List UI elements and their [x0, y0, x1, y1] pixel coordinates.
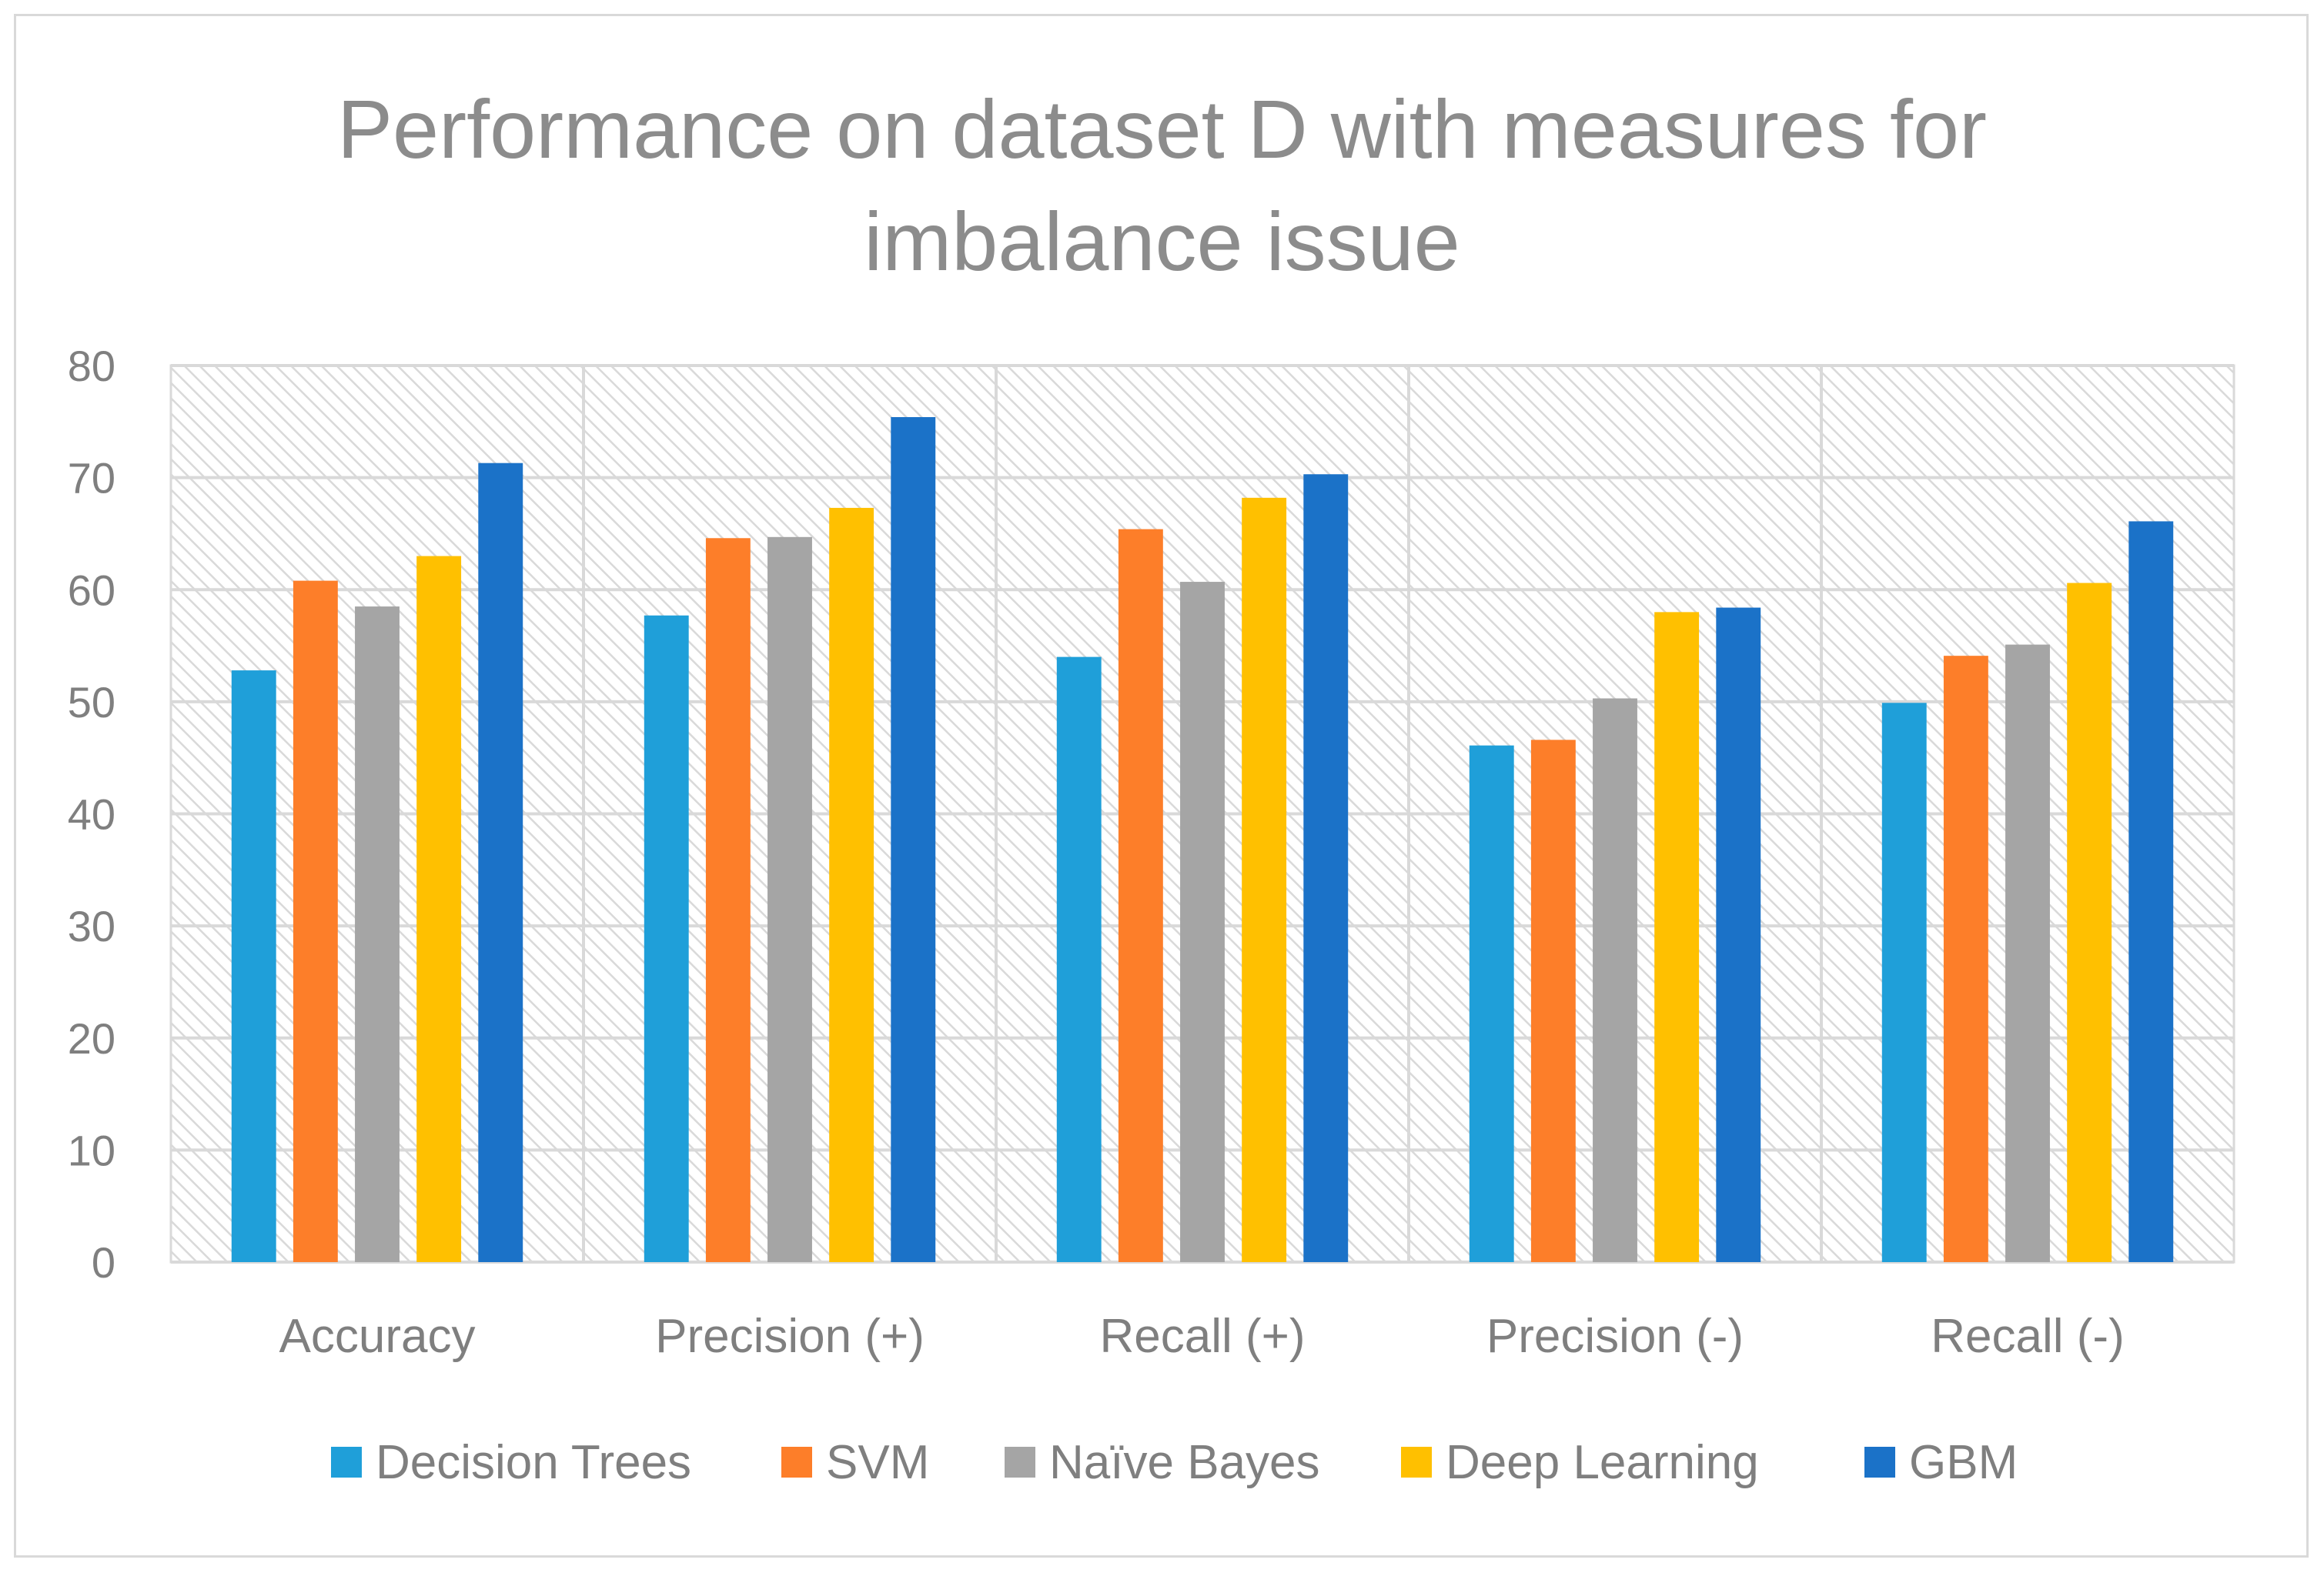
- x-category-label: Recall (+): [1099, 1310, 1305, 1363]
- y-tick-label: 60: [68, 566, 115, 614]
- bar: [1242, 497, 1287, 1262]
- x-axis-labels: Accuracy Precision (+) Recall (+) Precision…: [279, 1310, 2125, 1363]
- bar: [231, 670, 276, 1262]
- bar: [767, 536, 812, 1262]
- x-category-label: Precision (+): [655, 1310, 925, 1363]
- bar: [1118, 529, 1163, 1262]
- legend-swatch: [1401, 1447, 1432, 1478]
- bar: [1654, 612, 1700, 1262]
- bar: [705, 538, 751, 1262]
- legend-swatch: [781, 1447, 812, 1478]
- bar: [644, 615, 689, 1262]
- legend-label: GBM: [1909, 1436, 2018, 1489]
- legend-label: Naïve Bayes: [1049, 1436, 1320, 1489]
- bar: [478, 463, 523, 1262]
- y-tick-label: 80: [68, 342, 115, 390]
- bar: [1593, 698, 1637, 1262]
- bars: [231, 416, 2174, 1262]
- chart-title: Performance on dataset D with measures f…: [337, 82, 1987, 288]
- bar: [2128, 521, 2174, 1262]
- bar: [1530, 740, 1576, 1262]
- y-tick-label: 40: [68, 790, 115, 839]
- y-tick-label: 70: [68, 454, 115, 503]
- bar: [355, 606, 400, 1262]
- legend-swatch: [1864, 1447, 1895, 1478]
- bar: [1943, 656, 1988, 1262]
- y-tick-label: 10: [68, 1126, 115, 1174]
- bar: [1716, 607, 1761, 1262]
- bar: [1469, 745, 1514, 1262]
- bar: [2005, 644, 2050, 1262]
- bar: [891, 416, 936, 1262]
- y-tick-label: 20: [68, 1014, 115, 1063]
- bar: [829, 507, 874, 1262]
- bar: [1056, 656, 1102, 1262]
- x-category-label: Precision (-): [1486, 1310, 1744, 1363]
- bar: [1180, 582, 1225, 1262]
- legend-label: SVM: [826, 1436, 929, 1489]
- bar: [293, 580, 338, 1262]
- y-tick-label: 0: [92, 1238, 115, 1287]
- y-tick-label: 30: [68, 902, 115, 950]
- legend-swatch: [331, 1447, 362, 1478]
- x-category-label: Accuracy: [279, 1310, 476, 1363]
- legend-label: Deep Learning: [1446, 1436, 1759, 1489]
- legend-label: Decision Trees: [376, 1436, 691, 1489]
- legend: Decision Trees SVM Naïve Bayes Deep Learnin…: [331, 1436, 2018, 1489]
- x-category-label: Recall (-): [1931, 1310, 2124, 1363]
- bar: [1303, 474, 1349, 1262]
- bar: [2067, 583, 2112, 1262]
- legend-swatch: [1005, 1447, 1035, 1478]
- bar: [416, 556, 462, 1262]
- y-axis-labels: 0 10 20 30 40 50 60 70 80: [68, 342, 115, 1287]
- bar: [1881, 703, 1927, 1262]
- y-tick-label: 50: [68, 678, 115, 726]
